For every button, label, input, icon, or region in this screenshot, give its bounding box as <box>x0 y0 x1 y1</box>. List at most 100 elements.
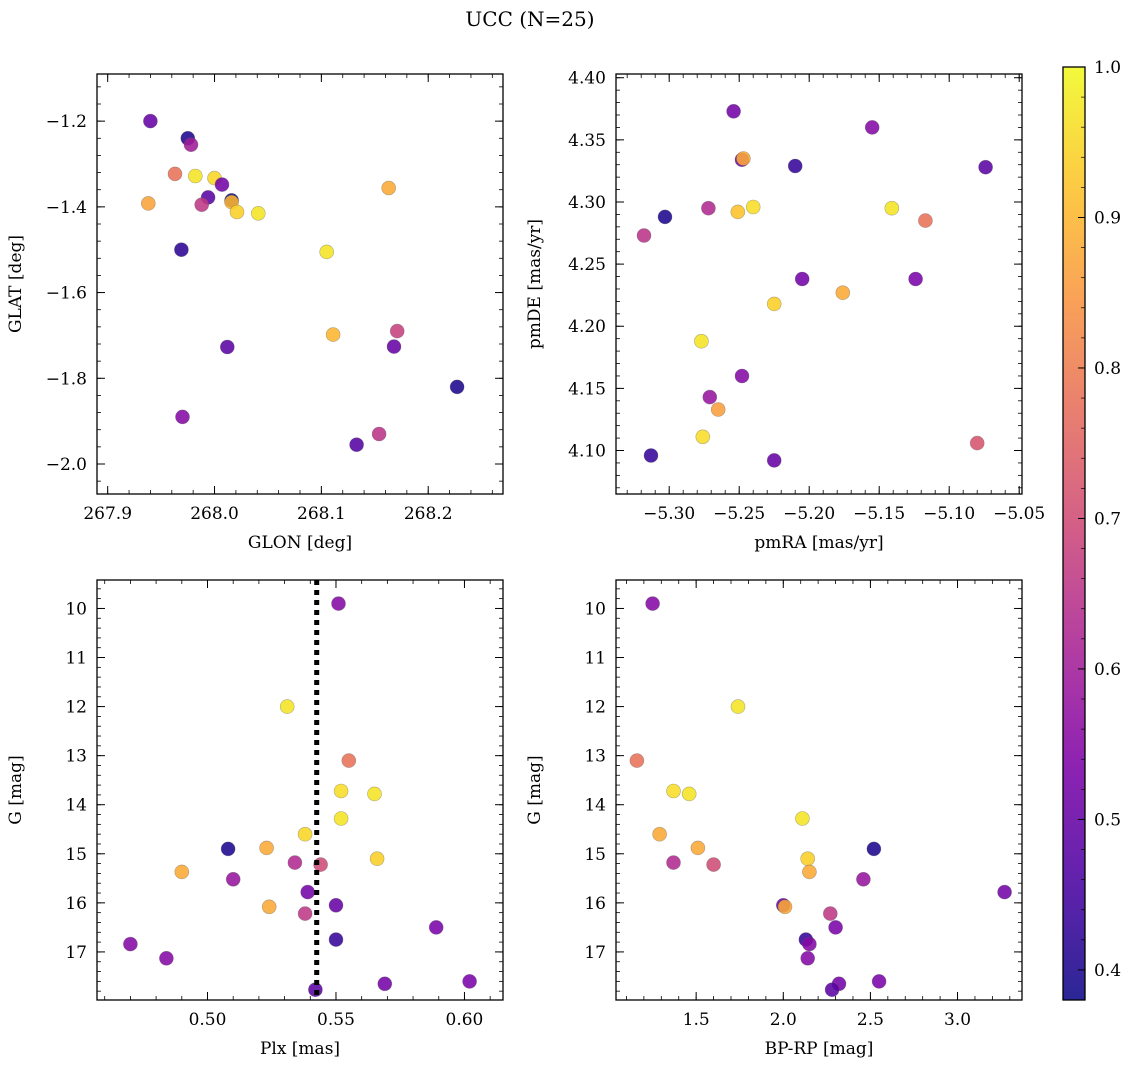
colorbar-tick-label: 0.7 <box>1094 509 1121 529</box>
scatter-point <box>822 906 838 921</box>
y-tick-label: 12 <box>584 698 606 718</box>
y-tick-label: 10 <box>584 599 606 619</box>
scatter-point <box>802 864 817 880</box>
y-tick-label: 16 <box>584 894 606 914</box>
y-tick-label: 14 <box>65 796 87 816</box>
scatter-point <box>864 120 880 135</box>
x-tick-label: −5.20 <box>783 504 835 524</box>
scatter-point <box>220 339 235 355</box>
y-tick-label: 4.40 <box>568 69 606 89</box>
scatter-point <box>636 228 652 243</box>
scatter-point <box>259 840 274 856</box>
scatter-point <box>835 285 851 301</box>
panel-bprp-g: 1.5 2.0 2.5 3.0 10 11 12 13 14 15 16 17 BP-RP [mag] G… <box>525 579 1023 1059</box>
scatter-points <box>636 104 993 468</box>
scatter-point <box>325 327 341 342</box>
scatter-point <box>143 113 158 129</box>
x-tick-label: 2.5 <box>857 1010 884 1030</box>
x-axis-label: pmRA [mas/yr] <box>754 533 883 553</box>
panel-plx-g: 0.50 0.55 0.60 10 11 12 13 14 15 16 17 Plx [mas] G [… <box>6 579 504 1059</box>
scatter-point <box>856 871 871 887</box>
scatter-point <box>978 159 993 175</box>
scatter-point <box>174 864 190 880</box>
scatter-point <box>701 200 716 216</box>
y-tick-label: 4.15 <box>568 379 606 399</box>
scatter-point <box>183 137 199 152</box>
axes-frame <box>615 73 1023 495</box>
y-tick-label: 17 <box>65 943 87 963</box>
scatter-point <box>371 426 387 442</box>
colorbar-tick-label: 0.9 <box>1094 208 1121 228</box>
scatter-point <box>730 204 746 220</box>
scatter-point <box>918 213 933 228</box>
scatter-point <box>428 920 444 935</box>
x-tick-label: −5.05 <box>993 504 1045 524</box>
scatter-point <box>766 453 782 468</box>
x-tick-label: 268.2 <box>404 504 453 524</box>
x-tick-label: −5.30 <box>643 504 695 524</box>
scatter-point <box>319 244 335 260</box>
panel-pmra-pmde: −5.30 −5.25 −5.20 −5.15 −5.10 −5.05 4.10 4.15 4.… <box>525 69 1045 553</box>
scatter-point <box>300 884 316 900</box>
scatter-point <box>194 197 209 212</box>
scatter-point <box>871 974 887 989</box>
x-axis-label: BP-RP [mag] <box>765 1039 874 1059</box>
subplot-grid: 267.9 268.0 268.1 268.2 −2.0 −1.8 −1.6 −1.4 −1.2… <box>6 69 1045 1059</box>
scatter-point <box>214 177 230 192</box>
x-tick-label: 2.0 <box>770 1010 797 1030</box>
scatter-point <box>328 897 344 913</box>
scatter-point <box>824 982 840 998</box>
panel-glon-glat: 267.9 268.0 268.1 268.2 −2.0 −1.8 −1.6 −1.4 −1.2… <box>6 73 504 553</box>
scatter-point <box>777 899 793 915</box>
scatter-point <box>884 200 900 216</box>
figure-title: UCC (N=25) <box>465 7 594 31</box>
y-axis-label: G [mag] <box>525 755 545 824</box>
scatter-point <box>795 811 810 826</box>
scatter-point <box>908 271 923 287</box>
scatter-point <box>666 855 681 870</box>
scatter-point <box>802 936 817 952</box>
scatter-point <box>726 104 741 119</box>
scatter-point <box>225 871 241 887</box>
y-tick-label: 4.10 <box>568 442 606 462</box>
y-axis-label: G [mag] <box>6 755 26 824</box>
colorbar-tick-label: 0.5 <box>1094 810 1121 830</box>
scatter-point <box>341 753 357 768</box>
y-tick-label: −2.0 <box>46 455 87 475</box>
scatter-point <box>645 596 660 611</box>
scatter-point <box>695 429 711 445</box>
scatter-point <box>167 166 183 182</box>
scatter-point <box>188 168 203 184</box>
scatter-point <box>800 950 816 966</box>
scatter-point <box>349 437 364 453</box>
x-axis-label: GLON [deg] <box>248 533 352 553</box>
scatter-point <box>250 206 266 221</box>
scatter-point <box>730 699 746 714</box>
scatter-point <box>287 855 303 870</box>
x-tick-label: 268.0 <box>190 504 239 524</box>
scatter-point <box>681 786 697 802</box>
y-tick-label: 15 <box>65 845 87 865</box>
colorbar-tick-label: 0.6 <box>1094 660 1121 680</box>
scatter-point <box>449 379 465 395</box>
scatter-point <box>333 811 349 826</box>
scatter-point <box>666 783 681 799</box>
y-tick-label: 16 <box>65 894 87 914</box>
y-tick-label: 12 <box>65 698 87 718</box>
scatter-point <box>279 699 295 714</box>
scatter-point <box>794 271 810 287</box>
y-tick-label: 4.25 <box>568 255 606 275</box>
scatter-point <box>333 783 349 799</box>
y-tick-label: 11 <box>584 649 606 669</box>
scatter-point <box>734 368 750 384</box>
y-tick-label: 17 <box>584 943 606 963</box>
x-tick-label: 0.55 <box>317 1010 355 1030</box>
axes-frame <box>615 579 1023 1001</box>
scatter-point <box>261 899 277 915</box>
colorbar: 0.4 0.5 0.6 0.7 0.8 0.9 1.0 <box>1062 58 1121 1001</box>
scatter-point <box>643 448 659 463</box>
y-tick-label: −1.2 <box>46 112 87 132</box>
y-axis-label: pmDE [mas/yr] <box>525 219 545 349</box>
scatter-point <box>331 596 346 611</box>
